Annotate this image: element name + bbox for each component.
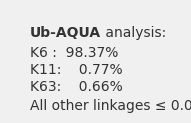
Text: K11:    0.77%: K11: 0.77% xyxy=(30,63,122,77)
Text: K6 :  98.37%: K6 : 98.37% xyxy=(30,46,118,60)
Text: K63:    0.66%: K63: 0.66% xyxy=(30,80,123,94)
Text: All other linkages ≤ 0.07%: All other linkages ≤ 0.07% xyxy=(30,99,191,113)
Text: Ub-AQUA: Ub-AQUA xyxy=(30,26,101,40)
Text: analysis:: analysis: xyxy=(101,26,166,40)
